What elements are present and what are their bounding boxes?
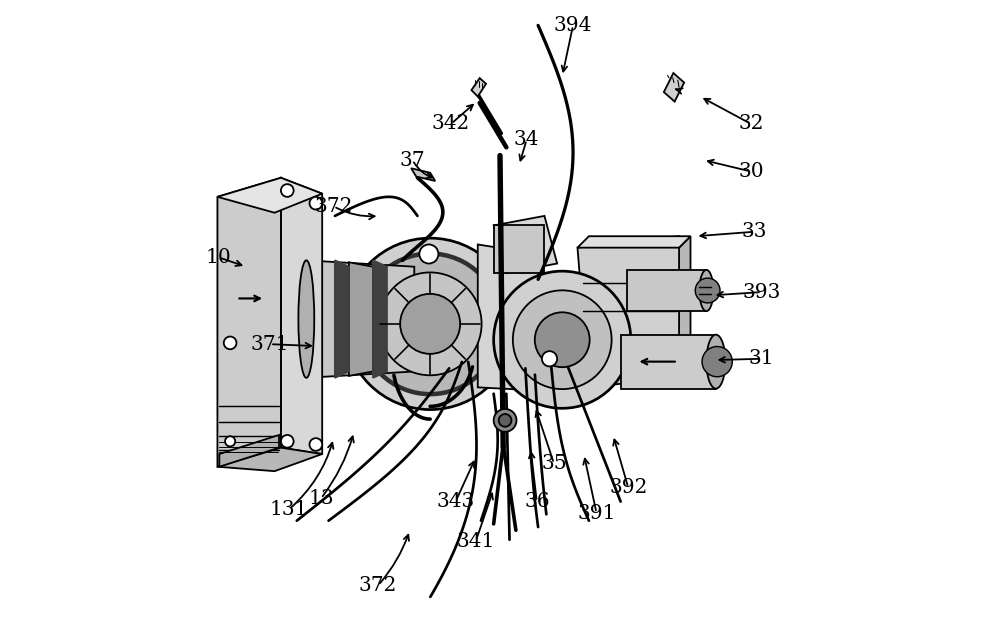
Circle shape	[281, 435, 294, 448]
Text: 372: 372	[314, 197, 353, 216]
Circle shape	[499, 414, 511, 427]
Text: 10: 10	[205, 248, 231, 267]
Circle shape	[542, 351, 557, 366]
Ellipse shape	[699, 270, 713, 311]
Polygon shape	[373, 260, 387, 378]
Polygon shape	[471, 78, 486, 97]
Text: 393: 393	[742, 283, 781, 302]
Circle shape	[535, 312, 590, 367]
Circle shape	[400, 294, 460, 354]
Circle shape	[310, 438, 322, 451]
Polygon shape	[335, 260, 349, 378]
Polygon shape	[577, 236, 690, 387]
Text: 32: 32	[738, 114, 764, 133]
Circle shape	[310, 197, 322, 210]
Text: 341: 341	[457, 531, 495, 551]
Circle shape	[344, 238, 516, 410]
Circle shape	[494, 271, 631, 408]
Text: 31: 31	[749, 349, 774, 368]
Polygon shape	[494, 216, 557, 273]
Ellipse shape	[298, 260, 314, 378]
Text: 392: 392	[609, 478, 647, 497]
Circle shape	[702, 347, 732, 377]
Text: 34: 34	[514, 130, 539, 149]
Ellipse shape	[406, 278, 422, 360]
Text: 30: 30	[738, 162, 764, 181]
Text: 372: 372	[359, 576, 397, 595]
Polygon shape	[664, 73, 684, 102]
Circle shape	[360, 253, 500, 394]
Polygon shape	[349, 262, 373, 376]
Polygon shape	[411, 168, 435, 181]
Circle shape	[379, 272, 482, 375]
Polygon shape	[217, 448, 322, 471]
Text: 37: 37	[400, 150, 425, 170]
Polygon shape	[478, 244, 538, 391]
Polygon shape	[621, 335, 716, 389]
Circle shape	[224, 337, 236, 349]
Text: 13: 13	[308, 489, 334, 508]
Circle shape	[494, 409, 517, 432]
Circle shape	[419, 244, 438, 264]
Polygon shape	[494, 225, 544, 273]
Polygon shape	[627, 270, 706, 311]
Circle shape	[281, 184, 294, 197]
Ellipse shape	[706, 335, 725, 389]
Polygon shape	[577, 236, 690, 248]
Polygon shape	[306, 260, 414, 378]
Text: 33: 33	[741, 222, 767, 241]
Text: 36: 36	[524, 492, 550, 511]
Text: 391: 391	[577, 504, 616, 523]
Polygon shape	[679, 236, 690, 387]
Text: 371: 371	[251, 335, 289, 354]
Polygon shape	[217, 178, 322, 213]
Text: 35: 35	[541, 454, 567, 473]
Polygon shape	[219, 435, 279, 467]
Circle shape	[225, 436, 235, 446]
Polygon shape	[281, 178, 322, 454]
Circle shape	[513, 290, 612, 389]
Text: 342: 342	[432, 114, 470, 133]
Text: 394: 394	[554, 16, 592, 35]
Polygon shape	[217, 178, 281, 467]
Text: 343: 343	[436, 492, 475, 511]
Circle shape	[695, 278, 720, 303]
Text: 131: 131	[270, 500, 308, 519]
